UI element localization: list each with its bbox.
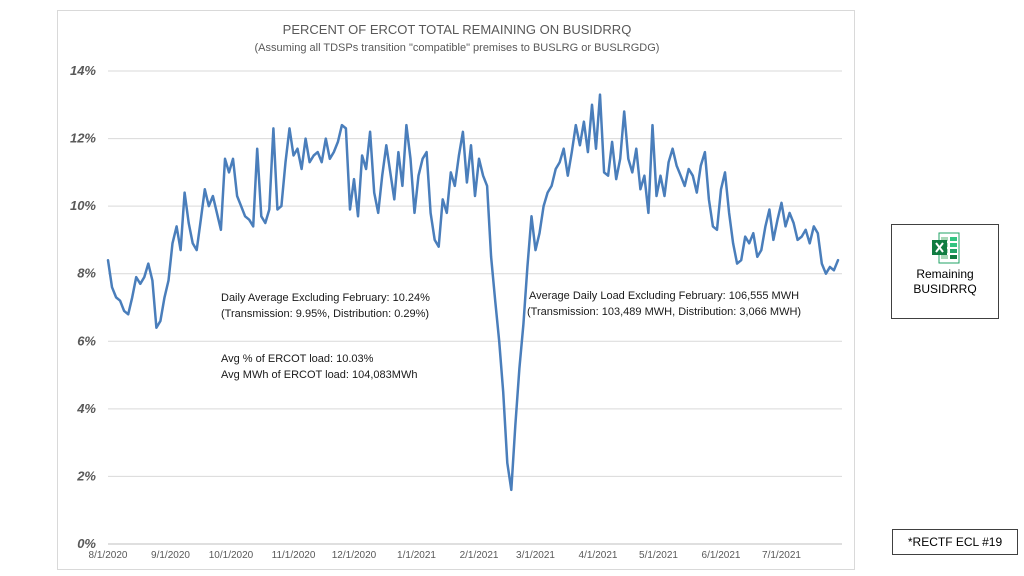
excel-attachment-label: Remaining BUSIDRRQ <box>892 267 998 297</box>
series-layer <box>106 93 840 492</box>
excel-label-line1: Remaining <box>916 267 974 281</box>
chart-title: PERCENT OF ERCOT TOTAL REMAINING ON BUSI… <box>283 22 632 37</box>
series-line <box>106 93 840 492</box>
y-tick-label: 2% <box>76 468 96 483</box>
annotation-avg-ercot-load: Avg % of ERCOT load: 10.03% Avg MWh of E… <box>221 351 417 383</box>
y-tick-label: 12% <box>70 131 96 146</box>
annotation-avg-mwh-line: Avg MWh of ERCOT load: 104,083MWh <box>221 369 418 381</box>
x-tick-label: 6/1/2021 <box>702 550 741 561</box>
x-tick-label: 3/1/2021 <box>516 550 555 561</box>
annotation-avg-pct-line: Avg % of ERCOT load: 10.03% <box>221 353 374 365</box>
x-tick-label: 7/1/2021 <box>762 550 801 561</box>
y-tick-labels: 0% 2% 4% 6% 8% 10% 12% 14% <box>70 63 96 551</box>
x-tick-label: 2/1/2021 <box>460 550 499 561</box>
reference-label: *RECTF ECL #19 <box>892 529 1018 555</box>
y-tick-label: 4% <box>76 401 96 416</box>
chart-subtitle: (Assuming all TDSPs transition "compatib… <box>255 42 660 54</box>
y-tick-label: 8% <box>77 266 96 281</box>
y-tick-label: 0% <box>77 536 96 551</box>
y-tick-label: 6% <box>77 333 96 348</box>
chart-frame: 0% 2% 4% 6% 8% 10% 12% 14% 8/1/2020 9/1/2020 10/1… <box>57 10 855 570</box>
y-tick-label: 10% <box>70 198 96 213</box>
annotation-daily-average-line1: Daily Average Excluding February: 10.24% <box>221 292 430 304</box>
x-tick-label: 10/1/2020 <box>209 550 254 561</box>
annotation-daily-average-line2: (Transmission: 9.95%, Distribution: 0.29… <box>221 308 430 320</box>
annotation-daily-average: Daily Average Excluding February: 10.24%… <box>221 290 430 322</box>
x-tick-label: 8/1/2020 <box>89 550 128 561</box>
x-tick-label: 11/1/2020 <box>272 550 316 561</box>
annotation-average-daily-load: Average Daily Load Excluding February: 1… <box>527 288 801 320</box>
x-tick-label: 5/1/2021 <box>639 550 678 561</box>
annotation-average-daily-load-line1: Average Daily Load Excluding February: 1… <box>529 290 800 302</box>
annotation-average-daily-load-line2: (Transmission: 103,489 MWH, Distribution… <box>527 306 802 318</box>
gridlines <box>108 70 842 545</box>
excel-attachment[interactable]: Remaining BUSIDRRQ <box>891 224 999 319</box>
x-tick-label: 1/1/2021 <box>397 550 436 561</box>
x-tick-labels: 8/1/2020 9/1/2020 10/1/2020 11/1/2020 12/1/2… <box>89 550 802 561</box>
x-tick-label: 9/1/2020 <box>151 550 190 561</box>
x-tick-label: 12/1/2020 <box>332 550 377 561</box>
excel-icon <box>932 232 960 264</box>
y-tick-label: 14% <box>70 63 96 78</box>
excel-label-line2: BUSIDRRQ <box>913 282 977 296</box>
line-chart: 0% 2% 4% 6% 8% 10% 12% 14% 8/1/2020 9/1/2020 10/1… <box>70 22 842 561</box>
x-tick-label: 4/1/2021 <box>579 550 618 561</box>
